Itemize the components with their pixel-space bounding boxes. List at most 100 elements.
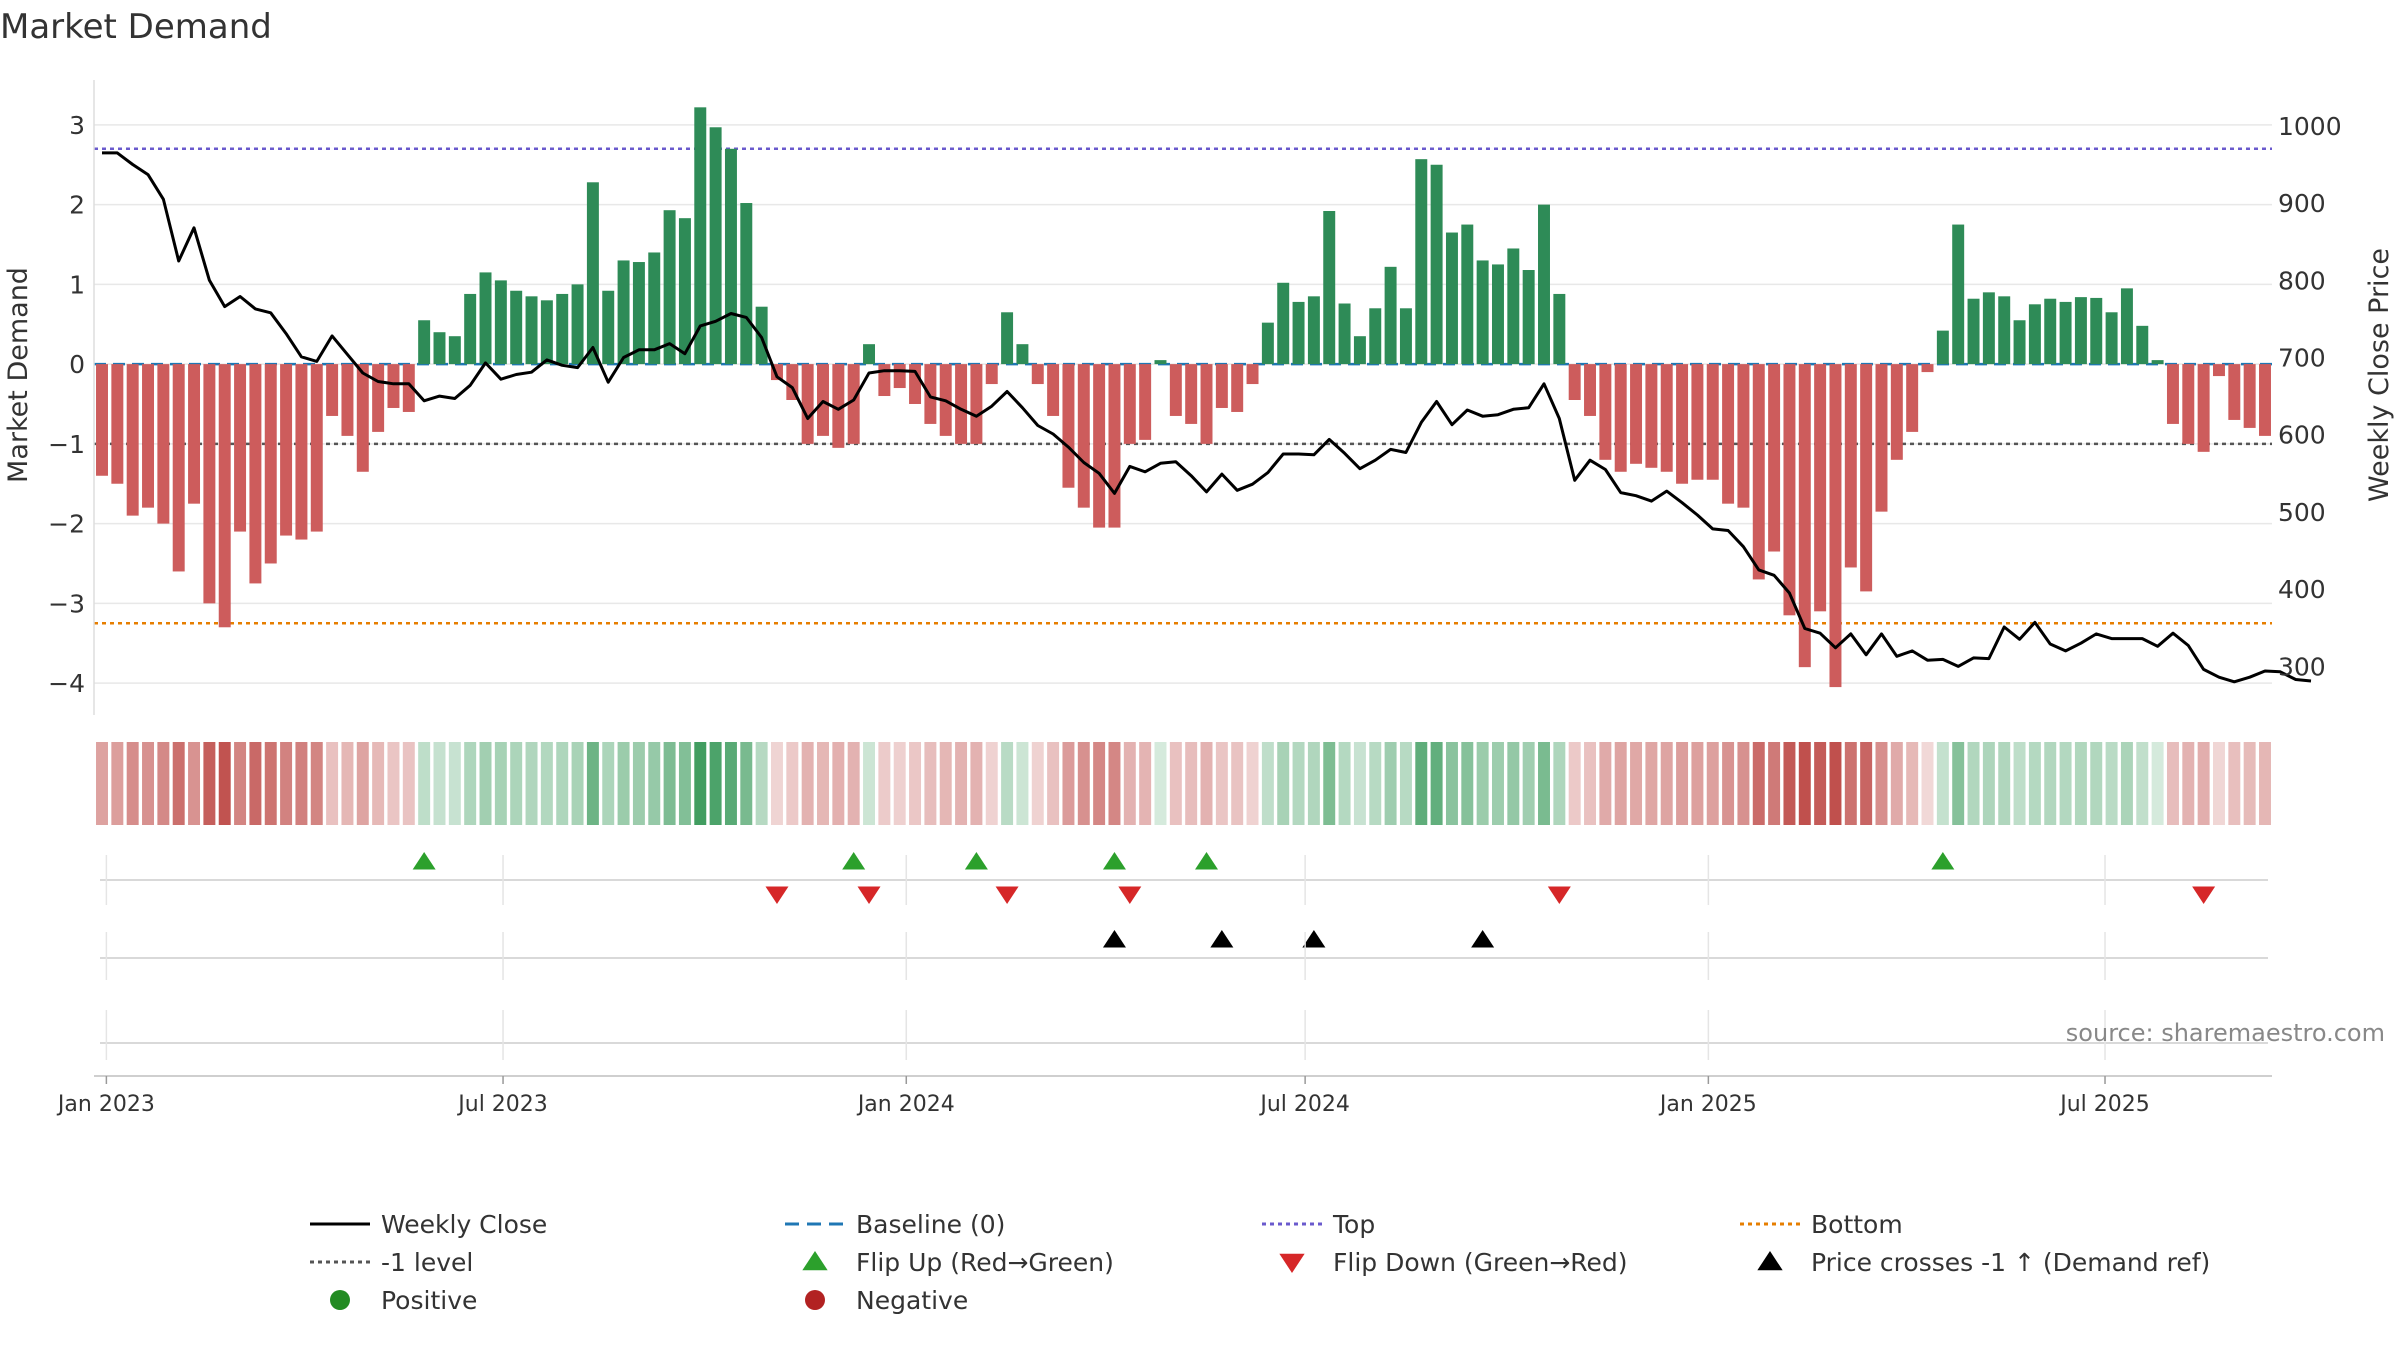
heat-cell bbox=[96, 742, 108, 825]
flip-up-marker bbox=[964, 852, 988, 870]
demand-bar bbox=[1200, 364, 1213, 444]
heat-cell bbox=[1430, 742, 1443, 825]
y2-tick-label: 500 bbox=[2278, 498, 2326, 527]
heat-cell bbox=[1215, 742, 1228, 825]
legend-positive-label: Positive bbox=[381, 1286, 477, 1315]
demand-bar bbox=[694, 107, 707, 365]
demand-bar bbox=[801, 364, 814, 444]
demand-bar bbox=[878, 364, 891, 397]
heat-cell bbox=[863, 742, 876, 825]
heat-cell bbox=[1998, 742, 2011, 825]
y2-tick-label: 300 bbox=[2278, 652, 2326, 681]
demand-bar bbox=[2243, 364, 2256, 428]
heat-cell bbox=[418, 742, 431, 825]
demand-bar bbox=[678, 218, 691, 365]
heat-cell bbox=[1001, 742, 1014, 825]
legend-weekly-close-label: Weekly Close bbox=[381, 1210, 547, 1239]
legend-price-crosses-1-demand-ref-label: Price crosses -1 ↑ (Demand ref) bbox=[1811, 1248, 2210, 1277]
flip-up-marker bbox=[842, 852, 866, 870]
x-tick-label: Jul 2024 bbox=[1258, 1092, 1350, 1117]
demand-bar bbox=[2059, 301, 2072, 365]
demand-bar bbox=[1031, 364, 1044, 385]
heat-cell bbox=[1415, 742, 1428, 825]
flip-down-marker bbox=[1547, 886, 1571, 904]
heat-cell bbox=[479, 742, 492, 825]
demand-bar bbox=[1860, 364, 1873, 592]
heat-cell bbox=[218, 742, 231, 825]
heat-cell bbox=[1568, 742, 1581, 825]
heat-cell bbox=[2059, 742, 2072, 825]
heat-cell bbox=[1093, 742, 1106, 825]
heat-cell bbox=[1399, 742, 1412, 825]
demand-bar bbox=[372, 364, 385, 432]
y-tick-label: −4 bbox=[48, 669, 85, 698]
demand-bar bbox=[1691, 364, 1704, 480]
heat-cell bbox=[1307, 742, 1320, 825]
demand-bar bbox=[1982, 292, 1995, 365]
demand-bar bbox=[2228, 364, 2241, 420]
demand-bar bbox=[1384, 266, 1397, 365]
demand-bar bbox=[786, 364, 799, 400]
heat-cell bbox=[1461, 742, 1474, 825]
demand-bar bbox=[1752, 364, 1765, 580]
demand-bar bbox=[2074, 297, 2087, 365]
legend-negative-swatch bbox=[805, 1290, 825, 1310]
demand-bar bbox=[2120, 288, 2133, 365]
reference-lines bbox=[94, 147, 2272, 625]
heat-cell bbox=[1614, 742, 1627, 825]
demand-bar bbox=[2259, 364, 2271, 436]
heat-cell bbox=[1829, 742, 1842, 825]
demand-bar bbox=[326, 364, 339, 416]
demand-bar bbox=[1768, 364, 1781, 552]
heat-cell bbox=[2074, 742, 2087, 825]
heat-cell bbox=[2197, 742, 2210, 825]
heat-cell bbox=[1768, 742, 1781, 825]
demand-bar bbox=[203, 364, 216, 604]
heat-cell bbox=[1077, 742, 1090, 825]
heat-cell bbox=[2013, 742, 2026, 825]
demand-bar bbox=[2182, 364, 2195, 444]
demand-bar bbox=[556, 293, 569, 365]
heat-cell bbox=[1154, 742, 1167, 825]
heat-cell bbox=[1522, 742, 1535, 825]
demand-bar bbox=[1614, 364, 1627, 472]
demand-bar bbox=[1630, 364, 1643, 464]
demand-bar bbox=[540, 300, 553, 365]
demand-bar bbox=[1261, 322, 1274, 365]
demand-bar bbox=[264, 364, 277, 564]
demand-bar bbox=[2044, 298, 2057, 365]
demand-bar bbox=[1154, 360, 1167, 365]
demand-bar bbox=[1307, 296, 1320, 365]
demand-bar bbox=[525, 296, 538, 365]
heat-cell bbox=[1952, 742, 1965, 825]
heat-cell bbox=[1906, 742, 1919, 825]
y2-tick-label: 1000 bbox=[2278, 112, 2342, 141]
heat-cell bbox=[1660, 742, 1673, 825]
heat-cell bbox=[1645, 742, 1658, 825]
grid-lines bbox=[94, 124, 2272, 684]
demand-bar bbox=[586, 182, 599, 365]
flip-down-marker bbox=[1118, 886, 1142, 904]
heat-cell bbox=[494, 742, 507, 825]
heat-cell bbox=[678, 742, 691, 825]
heat-cell bbox=[402, 742, 415, 825]
demand-bar bbox=[1323, 211, 1336, 365]
heat-cell bbox=[2136, 742, 2149, 825]
heat-cell bbox=[1200, 742, 1213, 825]
x-tick-label: Jul 2025 bbox=[2058, 1092, 2150, 1117]
heat-cell bbox=[2090, 742, 2103, 825]
demand-bar bbox=[1491, 264, 1504, 365]
demand-bar bbox=[1936, 330, 1949, 365]
flip-up-marker bbox=[1102, 852, 1126, 870]
demand-bar bbox=[341, 364, 354, 436]
heat-cell bbox=[2028, 742, 2041, 825]
heat-cell bbox=[111, 742, 124, 825]
heat-cell bbox=[1338, 742, 1351, 825]
y-axis-label: Market Demand bbox=[3, 267, 34, 483]
demand-bar bbox=[172, 364, 185, 572]
heat-cell bbox=[1507, 742, 1520, 825]
demand-bar bbox=[663, 210, 676, 365]
chart-title: Market Demand bbox=[0, 7, 272, 47]
demand-bar bbox=[1522, 270, 1535, 365]
